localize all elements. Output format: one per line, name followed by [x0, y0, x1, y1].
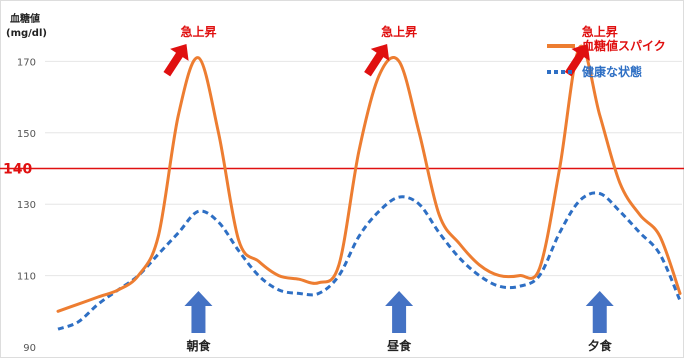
- meal-arrow-shape: [184, 291, 213, 333]
- y-tick-labels: 90 110 130 150 170: [17, 57, 36, 354]
- spike-up-arrow: [564, 44, 590, 77]
- spike-annotation-label: 急上昇: [582, 24, 618, 39]
- spike-annotation-label: 急上昇: [180, 24, 216, 39]
- meal-markers: 朝食 昼食 夕食: [184, 291, 614, 353]
- y-tick-label: 110: [17, 272, 36, 283]
- meal-arrow: [385, 291, 414, 333]
- spike-annotations: 急上昇 急上昇 急上昇: [163, 24, 618, 77]
- meal-label: 夕食: [588, 338, 613, 353]
- arrow-shape: [163, 44, 189, 77]
- meal-label: 昼食: [386, 338, 412, 353]
- healthy-series-line: [57, 191, 682, 331]
- legend-label: 血糖値スパイク: [582, 38, 666, 53]
- arrow-shape: [564, 44, 590, 77]
- threshold-label: 140: [3, 162, 32, 178]
- spike-up-arrow: [163, 44, 189, 77]
- arrow-shape: [364, 44, 390, 77]
- y-axis-unit: (mg/dl): [6, 28, 47, 39]
- spike-annotation-label: 急上昇: [381, 24, 417, 39]
- y-tick-label: 170: [17, 57, 36, 68]
- meal-arrow-shape: [585, 291, 614, 333]
- spike-up-arrow: [364, 44, 390, 77]
- y-tick-label: 150: [17, 129, 36, 140]
- meal-arrow-shape: [385, 291, 414, 333]
- y-tick-label: 130: [17, 200, 36, 211]
- meal-label: 朝食: [186, 338, 211, 353]
- meal-arrow: [184, 291, 213, 333]
- meal-arrow: [585, 291, 614, 333]
- legend-label: 健康な状態: [582, 64, 642, 79]
- y-axis-label: 血糖値: [10, 12, 40, 25]
- y-tick-label: 90: [23, 343, 36, 354]
- threshold-line: 140: [0, 162, 684, 178]
